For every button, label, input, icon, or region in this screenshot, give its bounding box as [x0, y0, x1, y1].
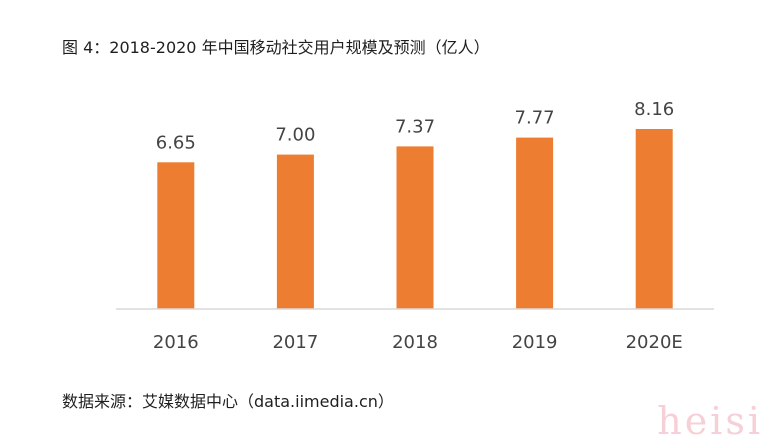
- data-label-2020E: 8.16: [634, 99, 674, 120]
- x-tick-label-2016: 2016: [153, 332, 199, 353]
- data-labels-group: 6.65 7.00 7.37 7.77 8.16: [156, 99, 674, 153]
- bar-2017: [276, 154, 314, 309]
- watermark: heisi: [657, 399, 763, 443]
- data-label-2018: 7.37: [395, 116, 435, 137]
- x-tick-labels-group: 2016 2017 2018 2019 2020E: [153, 332, 683, 353]
- data-label-2016: 6.65: [156, 132, 196, 153]
- x-tick-label-2020E: 2020E: [626, 332, 683, 353]
- bar-2018: [396, 146, 434, 309]
- bar-2020E: [635, 129, 673, 309]
- x-tick-label-2017: 2017: [272, 332, 318, 353]
- bar-2016: [157, 162, 195, 309]
- data-label-2017: 7.00: [275, 125, 315, 146]
- chart-source: 数据来源：艾媒数据中心（data.iimedia.cn）: [62, 392, 394, 411]
- chart-title: 图 4：2018-2020 年中国移动社交用户规模及预测（亿人）: [62, 38, 490, 57]
- data-label-2019: 7.77: [515, 108, 555, 129]
- x-tick-label-2018: 2018: [392, 332, 438, 353]
- bars-group: [157, 129, 673, 309]
- bar-2019: [516, 137, 554, 309]
- x-tick-label-2019: 2019: [512, 332, 558, 353]
